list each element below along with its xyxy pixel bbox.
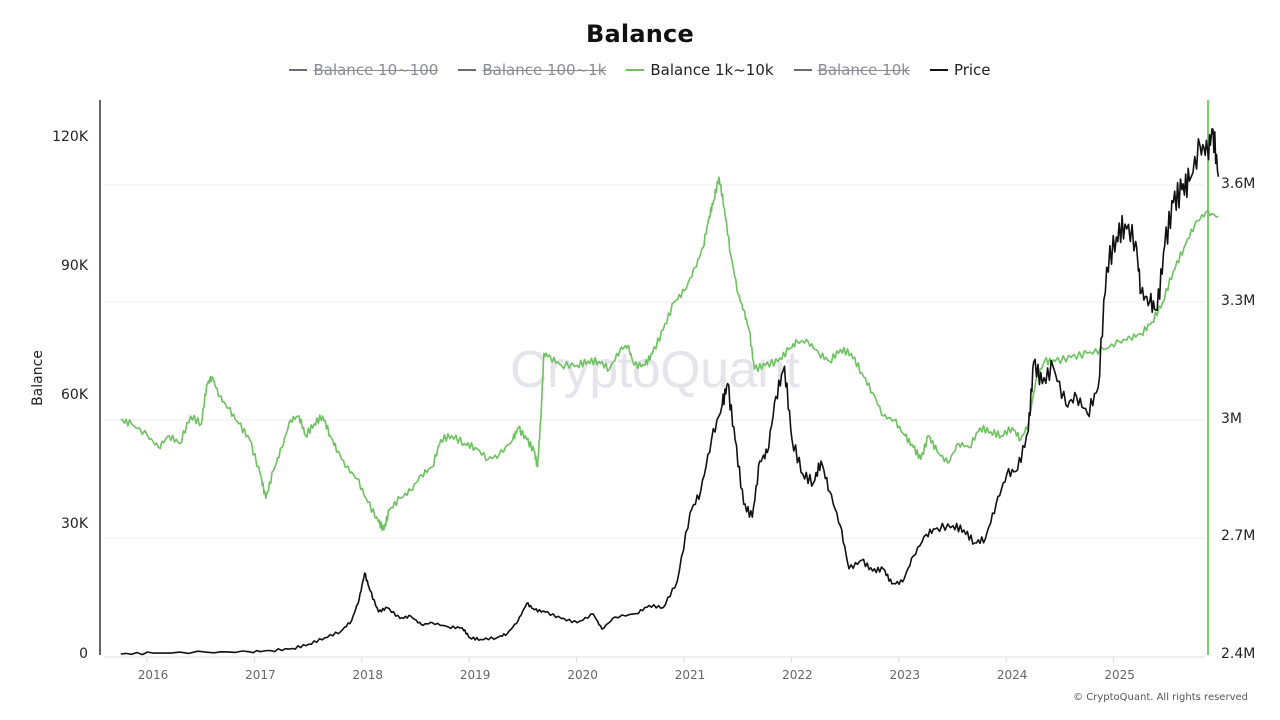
x-tick-2022: 2022 xyxy=(782,668,813,682)
legend-item-balance-10k[interactable]: Balance 10k xyxy=(793,61,910,79)
legend-label: Balance 100~1k xyxy=(482,61,607,79)
right-tick-3m: 3M xyxy=(1221,411,1242,427)
left-axis-title: Balance xyxy=(30,350,46,406)
left-tick-30k: 30K xyxy=(61,516,88,532)
legend-label: Balance 10~100 xyxy=(313,61,439,79)
x-tick-2020: 2020 xyxy=(567,668,598,682)
series-balance-1k-10k xyxy=(120,176,1219,532)
x-tick-2024: 2024 xyxy=(996,668,1028,682)
legend-item-balance-100-1k[interactable]: Balance 100~1k xyxy=(458,61,606,79)
legend-line-icon xyxy=(793,69,812,71)
legend-line-icon xyxy=(458,69,477,71)
left-tick-0: 0 xyxy=(79,646,88,662)
right-tick-3-6m: 3.6M xyxy=(1221,176,1256,192)
x-tick-2018: 2018 xyxy=(352,668,384,682)
right-tick-2-7m: 2.7M xyxy=(1221,528,1256,544)
x-axis-ticks xyxy=(146,657,1115,663)
x-tick-2016: 2016 xyxy=(137,668,169,682)
x-tick-2019: 2019 xyxy=(459,668,491,682)
gridlines xyxy=(104,184,1205,539)
legend-line-icon xyxy=(289,69,308,71)
right-tick-2-4m: 2.4M xyxy=(1221,646,1256,662)
x-tick-2017: 2017 xyxy=(245,668,276,682)
legend-label: Balance 1k~10k xyxy=(650,61,774,79)
legend-item-balance-1k-10k[interactable]: Balance 1k~10k xyxy=(626,61,774,79)
legend-line-icon xyxy=(929,69,948,71)
left-tick-120k: 120K xyxy=(52,129,88,145)
legend-line-icon xyxy=(626,69,645,71)
left-tick-90k: 90K xyxy=(61,258,88,274)
copyright-notice: © CryptoQuant. All rights reserved xyxy=(1073,692,1248,703)
legend-label: Price xyxy=(953,61,991,79)
series-price xyxy=(120,127,1220,656)
legend-item-price[interactable]: Price xyxy=(929,61,991,79)
x-tick-2021: 2021 xyxy=(674,668,706,682)
chart-legend: Balance 10~100 Balance 100~1k Balance 1k~1… xyxy=(0,61,1280,79)
left-tick-60k: 60K xyxy=(61,387,88,403)
x-tick-2023: 2023 xyxy=(889,668,921,682)
x-tick-2025: 2025 xyxy=(1104,668,1135,682)
legend-item-balance-10-100[interactable]: Balance 10~100 xyxy=(289,61,438,79)
chart-title: Balance xyxy=(586,20,694,48)
right-tick-3-3m: 3.3M xyxy=(1221,293,1256,309)
legend-label: Balance 10k xyxy=(817,61,910,79)
